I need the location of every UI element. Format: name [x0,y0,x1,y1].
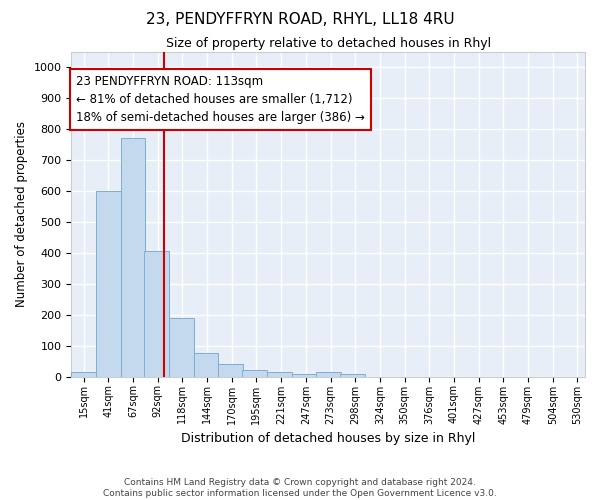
Text: Contains HM Land Registry data © Crown copyright and database right 2024.
Contai: Contains HM Land Registry data © Crown c… [103,478,497,498]
Bar [169,318,194,376]
Bar [316,372,341,376]
Bar [145,252,169,376]
Y-axis label: Number of detached properties: Number of detached properties [15,121,28,307]
Bar [71,372,96,376]
Bar [292,374,316,376]
Text: 23 PENDYFFRYN ROAD: 113sqm
← 81% of detached houses are smaller (1,712)
18% of s: 23 PENDYFFRYN ROAD: 113sqm ← 81% of deta… [76,75,365,124]
Title: Size of property relative to detached houses in Rhyl: Size of property relative to detached ho… [166,38,491,51]
X-axis label: Distribution of detached houses by size in Rhyl: Distribution of detached houses by size … [181,432,475,445]
Bar [340,374,365,376]
Bar [267,372,292,376]
Bar [218,364,243,376]
Bar [242,370,267,376]
Bar [121,138,145,376]
Bar [194,352,218,376]
Bar [96,191,121,376]
Text: 23, PENDYFFRYN ROAD, RHYL, LL18 4RU: 23, PENDYFFRYN ROAD, RHYL, LL18 4RU [146,12,454,28]
